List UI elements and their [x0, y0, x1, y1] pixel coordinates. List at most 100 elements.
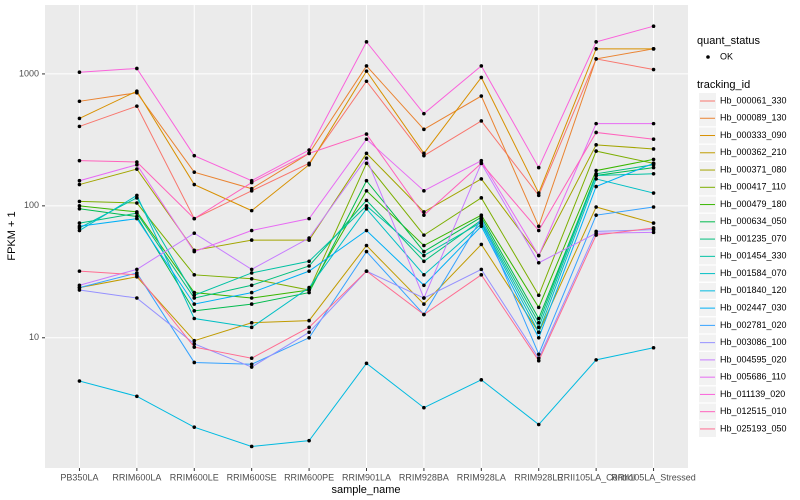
point — [594, 57, 598, 61]
point — [479, 94, 484, 98]
x-tick-label: RRIM600LA — [112, 472, 161, 482]
point — [536, 253, 541, 258]
point — [536, 305, 541, 310]
point — [135, 201, 139, 205]
legend-label: Hb_002781_020 — [720, 320, 787, 330]
point — [479, 158, 484, 163]
point — [422, 253, 426, 258]
y-tick-label: 10 — [29, 332, 39, 342]
point — [249, 271, 254, 275]
point — [249, 325, 254, 330]
y-tick-label: 100 — [24, 200, 39, 210]
point — [77, 116, 82, 121]
point — [594, 177, 598, 181]
point — [536, 191, 541, 195]
point — [422, 233, 426, 237]
point — [594, 184, 598, 189]
point — [651, 221, 656, 225]
point — [364, 40, 369, 44]
point — [364, 228, 369, 233]
point — [479, 224, 484, 229]
point — [479, 119, 484, 123]
point — [364, 361, 369, 366]
point — [249, 302, 254, 306]
x-tick-label: RRIM600SE — [227, 472, 277, 482]
legend-label: Hb_003086_100 — [720, 337, 787, 347]
point — [422, 243, 426, 248]
point — [77, 124, 82, 129]
point — [77, 178, 82, 183]
point — [307, 162, 311, 167]
point — [249, 180, 254, 185]
point — [307, 330, 311, 335]
legend-label: Hb_004595_020 — [720, 354, 787, 364]
legend-label: Hb_001584_070 — [720, 268, 787, 278]
x-tick-label: RRIM901LA — [342, 472, 391, 482]
point — [479, 64, 484, 68]
point — [192, 182, 197, 187]
point — [536, 320, 541, 325]
point — [422, 283, 426, 288]
point — [249, 296, 254, 300]
point — [479, 267, 484, 272]
legend-label: Hb_025193_050 — [720, 423, 787, 433]
point — [422, 151, 426, 156]
point — [249, 290, 254, 295]
point — [479, 177, 484, 181]
point — [135, 216, 139, 221]
point — [192, 231, 197, 236]
point — [651, 121, 656, 126]
point — [536, 422, 541, 427]
point — [536, 261, 541, 265]
point — [422, 210, 426, 214]
point — [135, 211, 139, 215]
point — [422, 405, 426, 410]
point — [249, 320, 254, 325]
point — [422, 213, 426, 217]
point — [594, 130, 598, 135]
point — [135, 66, 139, 71]
x-tick-label: RRIM928LA — [457, 472, 506, 482]
point — [77, 199, 82, 204]
point — [651, 161, 656, 166]
point — [307, 438, 311, 443]
point — [364, 204, 369, 208]
point — [651, 226, 656, 230]
legend-label: Hb_000333_090 — [720, 130, 787, 140]
point — [364, 156, 369, 160]
point — [364, 178, 369, 183]
point — [307, 269, 311, 273]
point — [479, 273, 484, 277]
point — [422, 259, 426, 264]
point — [536, 228, 541, 233]
point — [77, 288, 82, 292]
point — [307, 325, 311, 330]
point — [364, 132, 369, 136]
point — [249, 362, 254, 367]
x-tick-label: RRIM600PE — [284, 472, 334, 482]
point — [479, 196, 484, 200]
legend-label: Hb_000417_110 — [720, 182, 786, 192]
point — [651, 24, 656, 29]
point — [135, 273, 139, 277]
point — [536, 330, 541, 335]
point — [651, 165, 656, 170]
point — [536, 325, 541, 330]
point — [249, 444, 254, 449]
point — [594, 121, 598, 126]
legend-label: Hb_001454_330 — [720, 251, 787, 261]
point — [307, 216, 311, 221]
point — [651, 205, 656, 209]
legend-label: Hb_005686_110 — [720, 372, 786, 382]
point — [192, 302, 197, 306]
y-tick-label: 1000 — [19, 68, 39, 78]
point — [307, 318, 311, 323]
x-tick-label: PB350LA — [60, 472, 98, 482]
point — [422, 296, 426, 300]
point — [651, 171, 656, 176]
point — [364, 79, 369, 84]
point — [307, 290, 311, 295]
point — [135, 160, 139, 164]
point — [249, 238, 254, 242]
point — [77, 224, 82, 229]
